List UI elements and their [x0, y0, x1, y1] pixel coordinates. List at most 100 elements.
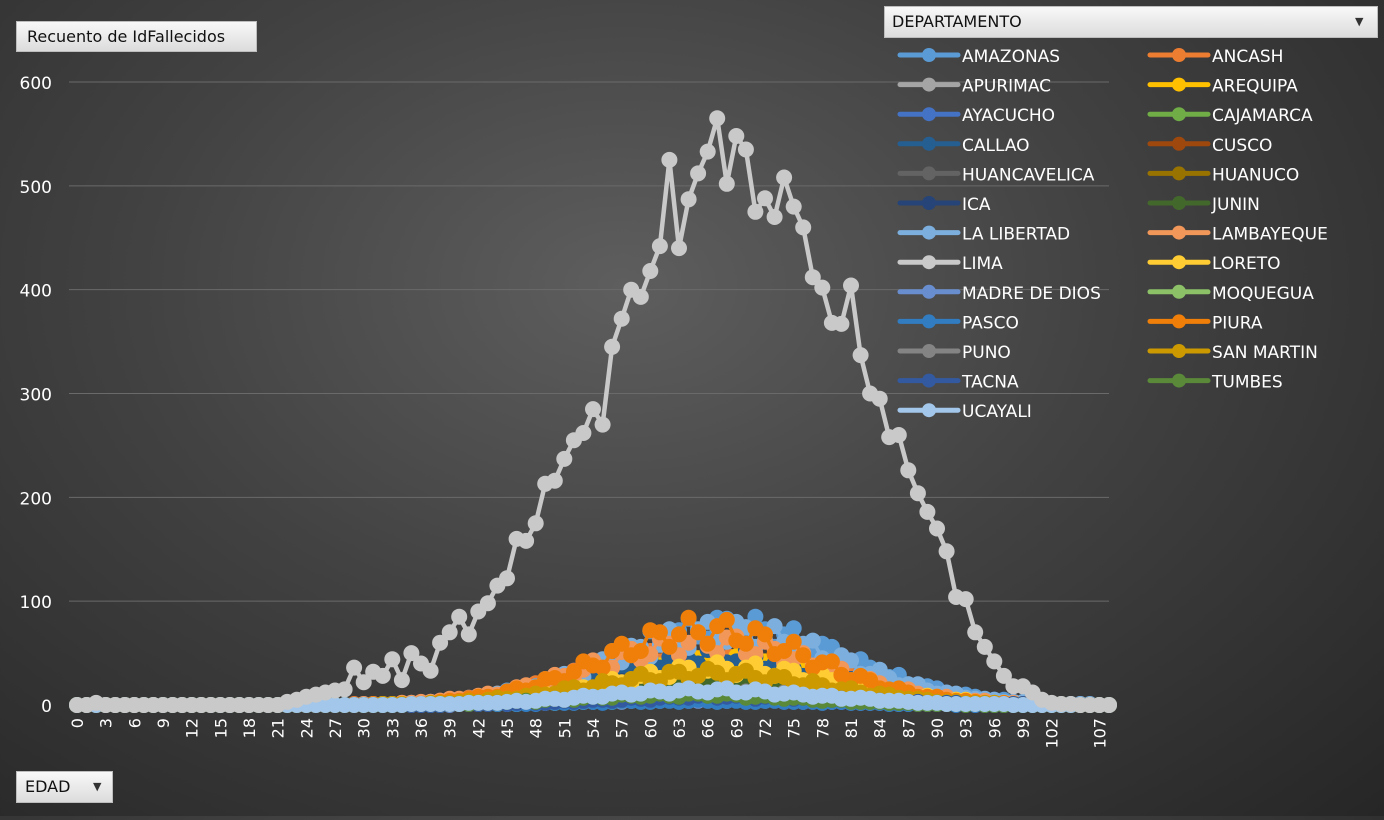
- data-point: [499, 570, 515, 587]
- legend-marker: [922, 403, 936, 418]
- legend-item-ancash: ANCASH: [1147, 47, 1283, 67]
- data-point: [757, 190, 773, 207]
- data-point: [814, 279, 831, 296]
- data-point: [346, 659, 363, 676]
- legend-label: ICA: [962, 195, 991, 215]
- legend-item-apurimac: APURIMAC: [897, 77, 1051, 97]
- legend-label: TUMBES: [1211, 373, 1283, 393]
- legend-marker: [922, 314, 936, 329]
- data-point: [374, 667, 391, 684]
- legend-label: AREQUIPA: [1212, 77, 1298, 97]
- x-tick-label: 21: [269, 718, 288, 738]
- data-point: [651, 624, 668, 641]
- x-tick-label: 63: [670, 718, 689, 738]
- legend-label: AYACUCHO: [962, 106, 1055, 126]
- data-point: [651, 238, 668, 255]
- data-point: [690, 624, 707, 641]
- data-point: [661, 638, 678, 655]
- x-tick-label: 87: [899, 718, 918, 738]
- x-tick-label: 66: [699, 718, 718, 738]
- legend-label: SAN MARTIN: [1212, 343, 1318, 363]
- dropdown-arrow-icon[interactable]: ▼: [1355, 15, 1364, 28]
- legend-label: HUANCAVELICA: [962, 165, 1095, 185]
- legend-label: LIMA: [962, 254, 1003, 274]
- data-point: [565, 663, 582, 680]
- data-point: [671, 240, 687, 257]
- legend-item-piura: PIURA: [1147, 313, 1263, 333]
- x-tick-label: 45: [498, 718, 517, 738]
- data-point: [604, 338, 621, 355]
- data-point: [699, 143, 716, 160]
- data-point: [556, 450, 573, 467]
- legend-marker: [1172, 373, 1186, 388]
- legend-marker: [1172, 77, 1186, 92]
- legend-marker: [922, 48, 936, 62]
- gridlines: [69, 81, 1109, 706]
- legend-marker: [1172, 255, 1186, 270]
- data-point: [680, 609, 697, 626]
- x-tick-label: 15: [211, 718, 230, 738]
- legend-label: PASCO: [962, 313, 1019, 333]
- legend-label: PIURA: [1212, 313, 1263, 333]
- x-tick-label: 18: [240, 718, 259, 738]
- axis-field-dropdown[interactable]: EDAD ▼: [16, 771, 113, 803]
- value-field-button[interactable]: Recuento de IdFallecidos: [16, 21, 257, 52]
- legend-item-ica: ICA: [897, 195, 991, 215]
- legend-label: CALLAO: [962, 136, 1030, 156]
- x-tick-label: 51: [555, 718, 574, 738]
- legend-item-la-libertad: LA LIBERTAD: [897, 225, 1070, 245]
- data-point: [403, 645, 420, 662]
- dropdown-arrow-icon[interactable]: ▼: [93, 780, 102, 793]
- x-tick-label: 84: [871, 718, 890, 738]
- legend-item-moquegua: MOQUEGUA: [1147, 284, 1314, 304]
- data-point: [642, 263, 659, 279]
- data-point: [613, 635, 630, 652]
- data-point: [757, 626, 773, 643]
- data-point: [986, 653, 1003, 670]
- data-point: [546, 472, 563, 489]
- data-point: [479, 595, 496, 612]
- data-point: [929, 520, 945, 537]
- data-point: [967, 624, 984, 641]
- legend-label: TACNA: [961, 373, 1019, 393]
- legend-item-ayacucho: AYACUCHO: [897, 106, 1055, 126]
- legend-item-san-martin: SAN MARTIN: [1147, 343, 1318, 363]
- data-point: [594, 659, 611, 676]
- data-point: [594, 416, 611, 433]
- legend-field-dropdown[interactable]: DEPARTAMENTO ▼: [884, 6, 1378, 38]
- data-point: [384, 651, 401, 668]
- legend-marker: [922, 136, 936, 151]
- data-point: [690, 165, 707, 182]
- data-point: [393, 672, 410, 689]
- data-point: [957, 591, 974, 608]
- legend-item-tacna: TACNA: [897, 373, 1019, 393]
- y-tick-label: 500: [20, 178, 52, 198]
- data-point: [613, 310, 630, 327]
- legend-marker: [922, 225, 936, 240]
- x-tick-label: 107: [1090, 718, 1109, 749]
- x-tick-label: 3: [97, 718, 116, 728]
- data-point: [632, 288, 649, 305]
- legend-marker: [922, 284, 936, 299]
- x-tick-label: 33: [383, 718, 402, 738]
- data-point: [804, 632, 821, 649]
- legend-marker: [1172, 196, 1186, 210]
- plot-series: [69, 110, 1117, 713]
- legend-label: PUNO: [962, 343, 1011, 363]
- legend-label: LORETO: [1212, 254, 1281, 274]
- data-point: [728, 128, 745, 144]
- data-point: [766, 209, 783, 225]
- legend-item-arequipa: AREQUIPA: [1147, 77, 1298, 97]
- data-point: [823, 653, 840, 670]
- x-tick-label: 9: [154, 718, 173, 728]
- data-point: [852, 347, 869, 364]
- x-tick-label: 54: [584, 718, 603, 738]
- legend-item-lima: LIMA: [897, 254, 1003, 274]
- data-point: [900, 462, 917, 479]
- legend-marker: [922, 196, 936, 210]
- data-point: [919, 503, 936, 520]
- data-point: [737, 635, 754, 652]
- legend-marker: [922, 344, 936, 358]
- data-point: [795, 647, 812, 664]
- data-point: [355, 674, 372, 691]
